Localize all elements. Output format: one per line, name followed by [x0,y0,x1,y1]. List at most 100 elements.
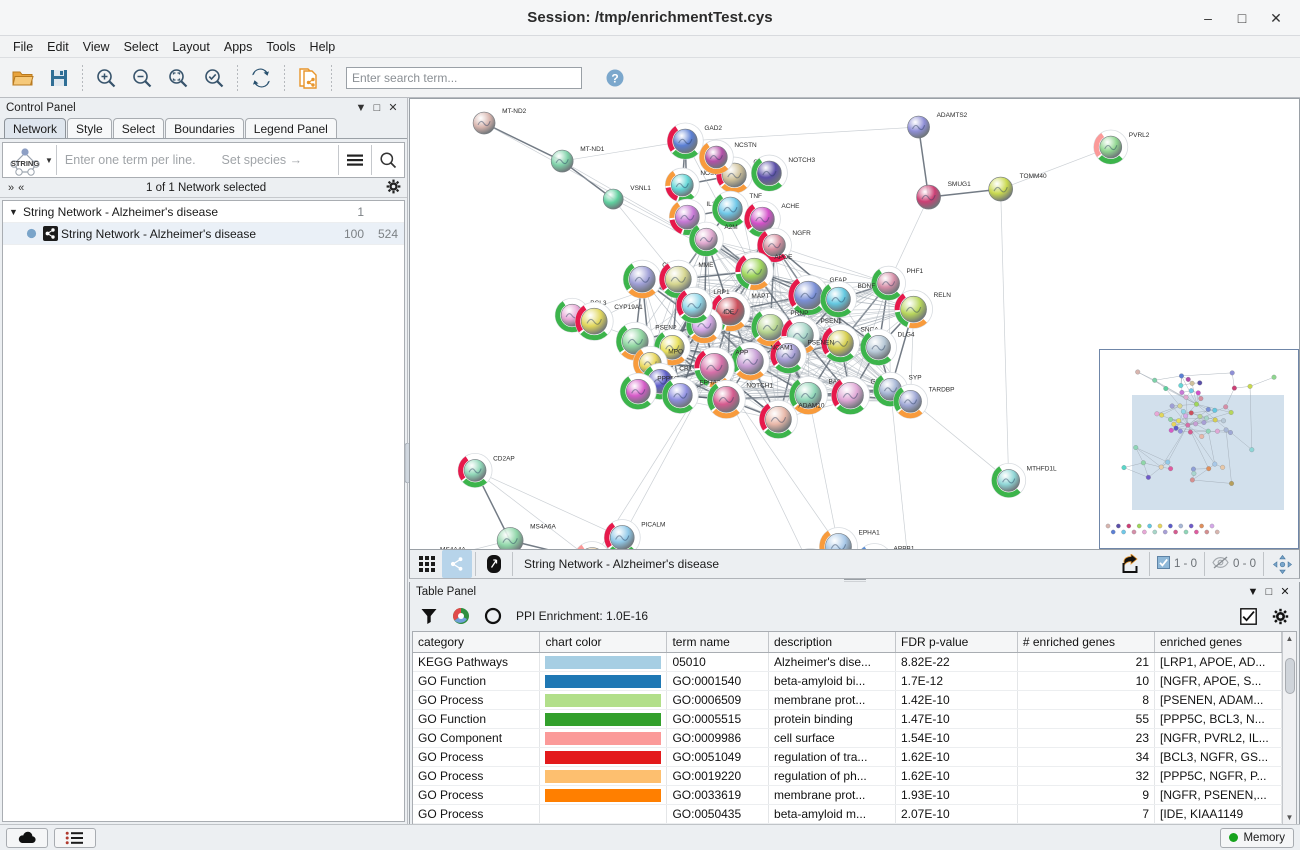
column-header-fdr[interactable]: FDR p-value [895,632,1018,653]
network-node[interactable]: MTHFD1L [991,463,1057,498]
column-header-enriched-genes[interactable]: enriched genes [1154,632,1282,653]
node-circle[interactable] [659,334,685,360]
node-circle[interactable] [550,149,574,173]
control-panel-float-icon[interactable]: □ [373,101,381,114]
network-tree[interactable]: ▼ String Network - Alzheimer's disease 1 [2,200,405,822]
network-node[interactable]: BDNF [820,280,875,318]
network-node[interactable]: MS4A4A [410,547,466,550]
network-canvas[interactable]: MT-ND2MT-ND1VSNL1GAD2NOS1CHATNOTCH3NCSTN… [410,99,1299,550]
help-icon[interactable]: ? [598,62,632,94]
network-node[interactable]: PSENEN [769,336,834,374]
node-circle[interactable] [695,227,718,251]
node-circle[interactable] [741,257,768,285]
column-header-category[interactable]: category [413,632,541,653]
maximize-button[interactable]: □ [1237,10,1247,26]
table-row[interactable]: GO Component GO:0009986 cell surface 1.54E-… [413,728,1282,748]
close-button[interactable]: ✕ [1270,9,1282,26]
network-node[interactable]: NOTCH1 [706,379,773,419]
birds-eye-viewport[interactable] [1132,395,1284,510]
gear-icon[interactable] [1267,603,1293,629]
node-circle[interactable] [1099,135,1123,159]
network-node[interactable]: PHF1 [871,265,924,301]
node-circle[interactable] [997,469,1020,492]
zoom-fit-icon[interactable] [161,62,195,94]
node-circle[interactable] [827,329,854,357]
tab-legend-panel[interactable]: Legend Panel [244,118,337,138]
node-circle[interactable] [877,271,900,295]
save-icon[interactable] [42,62,76,94]
network-node[interactable]: CD2AP [457,452,515,488]
node-circle[interactable] [899,390,922,413]
view-table-splitter[interactable] [409,579,1300,582]
enrichment-table-container[interactable]: category chart color term name descripti… [412,631,1297,825]
node-circle[interactable] [674,204,700,230]
network-node[interactable]: APOE [734,251,793,291]
table-row[interactable]: GO Process GO:0050435 beta-amyloid m... 2.0… [413,804,1282,824]
network-node[interactable]: CYP19A1 [574,301,643,341]
donut-ring-icon[interactable] [480,603,506,629]
minimize-button[interactable]: – [1204,10,1212,26]
node-circle[interactable] [705,145,728,169]
node-circle[interactable] [900,295,927,323]
string-dropdown-caret-icon[interactable]: ▼ [45,155,53,165]
fit-content-icon[interactable] [1267,550,1297,578]
node-circle[interactable] [763,233,786,257]
node-circle[interactable] [776,342,801,368]
set-species-link[interactable]: Set species → [221,153,303,167]
selected-nodes-count[interactable]: 1 - 0 [1153,556,1201,572]
network-node[interactable]: MS4A6A [496,523,556,549]
node-circle[interactable] [609,525,635,549]
string-term-input[interactable]: Enter one term per line. Set species → [57,153,338,167]
table-row[interactable]: KEGG Pathways 05010 Alzheimer's dise... 8.8… [413,652,1282,672]
network-view[interactable]: MT-ND2MT-ND1VSNL1GAD2NOS1CHATNOTCH3NCSTN… [409,98,1300,550]
node-circle[interactable] [580,307,608,335]
node-circle[interactable] [837,382,864,409]
network-node[interactable]: SMUG1 [916,181,972,210]
menu-select[interactable]: Select [123,39,159,54]
refresh-icon[interactable] [244,62,278,94]
network-node[interactable]: TARDBP [893,383,955,419]
node-circle[interactable] [496,527,524,549]
node-circle[interactable] [621,327,649,355]
network-node[interactable]: EPHA1 [819,527,880,549]
scroll-down-arrow-icon[interactable]: ▼ [1285,813,1294,822]
filter-funnel-icon[interactable] [416,603,442,629]
tab-select[interactable]: Select [112,118,165,138]
scrollbar-thumb[interactable] [1285,658,1295,694]
node-circle[interactable] [718,196,743,222]
network-node[interactable]: PICALM [603,519,665,549]
column-header-term-name[interactable]: term name [666,632,770,653]
node-circle[interactable] [988,176,1013,202]
network-node[interactable]: MT-ND2 [472,108,527,135]
tab-network[interactable]: Network [4,118,67,138]
node-circle[interactable] [765,406,792,433]
network-node[interactable]: NGFR [756,227,811,263]
search-input[interactable]: Enter search term... [346,66,582,89]
column-header-num-genes[interactable]: # enriched genes [1017,632,1156,653]
node-circle[interactable] [670,173,694,197]
table-row[interactable]: GO Process GO:0033619 membrane prot... 1.93… [413,785,1282,805]
node-circle[interactable] [826,286,851,312]
tree-row-root[interactable]: ▼ String Network - Alzheimer's disease 1 [3,201,404,223]
column-header-description[interactable]: description [768,632,896,653]
node-circle[interactable] [866,334,891,360]
network-node[interactable]: VSNL1 [602,185,651,210]
network-node[interactable]: ADAM10 [758,399,825,439]
node-circle[interactable] [795,382,822,409]
table-panel-float-icon[interactable]: □ [1265,585,1273,598]
collapse-all-icon[interactable]: « [18,181,25,194]
tab-style[interactable]: Style [67,118,112,138]
network-node[interactable]: ADAMTS2 [907,112,968,139]
network-node[interactable]: EPHA3 [661,376,721,414]
network-node[interactable]: BACE1 [789,375,850,415]
cloud-icon[interactable] [6,827,48,848]
tree-row-network[interactable]: String Network - Alzheimer's disease 100… [3,223,404,245]
node-circle[interactable] [916,184,941,210]
network-node[interactable]: NOS1 [664,167,718,203]
node-circle[interactable] [667,383,693,408]
menu-file[interactable]: File [13,39,34,54]
node-circle[interactable] [757,160,782,186]
node-circle[interactable] [825,533,852,549]
network-node[interactable]: PPP5C [619,372,679,410]
network-node[interactable]: MT-ND1 [550,146,605,173]
